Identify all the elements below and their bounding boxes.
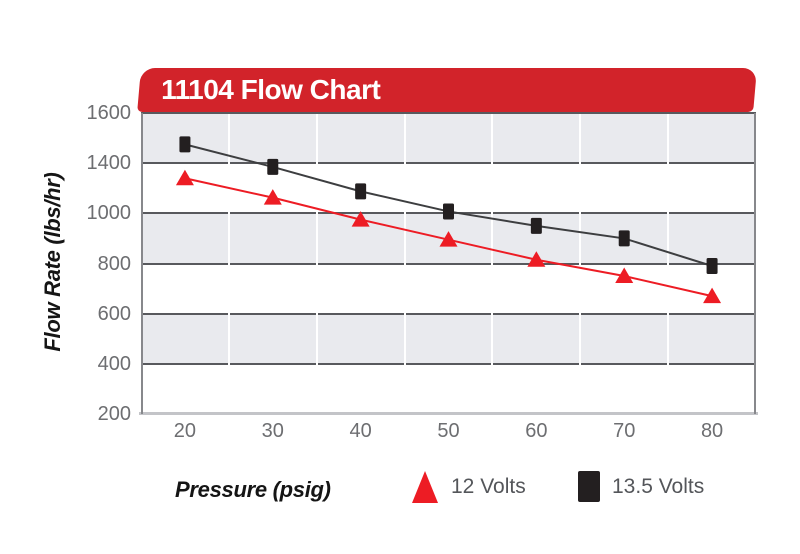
legend-label-13-5-volts: 13.5 Volts: [612, 474, 705, 498]
data-point-square: [267, 158, 279, 175]
data-point-triangle: [615, 267, 634, 284]
data-point-triangle: [175, 169, 194, 186]
y-tick-label: 200: [97, 403, 131, 425]
x-tick-label: 40: [349, 420, 372, 442]
gridline-vertical: [403, 114, 406, 411]
y-tick-label: 800: [97, 252, 131, 275]
grid-band: [141, 313, 756, 364]
y-tick-label: 600: [97, 302, 131, 325]
x-tick-label: 50: [437, 420, 460, 442]
data-point-square: [179, 136, 191, 153]
data-point-square: [530, 217, 542, 234]
x-tick-label: 60: [525, 420, 548, 442]
gridline-vertical: [227, 114, 230, 411]
data-point-triangle: [439, 231, 458, 247]
plot-border-right: [754, 113, 756, 414]
data-point-triangle: [703, 287, 722, 304]
data-point-square: [618, 230, 630, 247]
x-axis-line: [139, 412, 758, 415]
x-tick-label: 70: [613, 420, 636, 442]
gridline-horizontal: [141, 362, 756, 365]
data-point-square: [706, 258, 718, 275]
grid-band: [141, 113, 756, 164]
y-tick-label: 400: [97, 352, 131, 375]
gridline-vertical: [667, 114, 670, 411]
chart-title: 11104 Flow Chart: [161, 74, 381, 105]
x-tick-label: 30: [261, 420, 284, 442]
gridline-horizontal: [141, 262, 756, 265]
x-tick-label: 20: [173, 420, 197, 442]
data-point-square: [355, 183, 367, 200]
legend-item-13-5-volts: 13.5 Volts: [578, 471, 704, 502]
data-point-triangle: [263, 189, 282, 205]
y-tick-label: 1600: [86, 102, 132, 124]
plot-area: [139, 112, 758, 415]
data-point-square: [443, 203, 454, 220]
y-tick-label: 1000: [86, 202, 132, 225]
gridline-vertical: [491, 114, 494, 411]
x-axis-title: Pressure (psig): [175, 477, 331, 502]
triangle-marker-icon: [411, 470, 439, 504]
legend-label-12-volts: 12 Volts: [451, 475, 526, 498]
gridline-vertical: [579, 114, 582, 411]
plot-border-left: [141, 113, 143, 414]
y-tick-label: 1400: [86, 152, 132, 175]
series-layer: [175, 136, 722, 304]
chart-title-banner: 11104 Flow Chart: [137, 68, 757, 112]
legend-item-12-volts: 12 Volts: [411, 470, 526, 504]
gridline-horizontal: [141, 112, 756, 114]
x-tick-label: 80: [700, 420, 724, 442]
square-marker-icon: [578, 471, 600, 502]
gridline-horizontal: [141, 162, 756, 165]
gridline-horizontal: [141, 312, 756, 315]
data-point-triangle: [351, 211, 370, 227]
gridline-vertical: [315, 114, 318, 411]
data-point-triangle: [527, 251, 546, 267]
